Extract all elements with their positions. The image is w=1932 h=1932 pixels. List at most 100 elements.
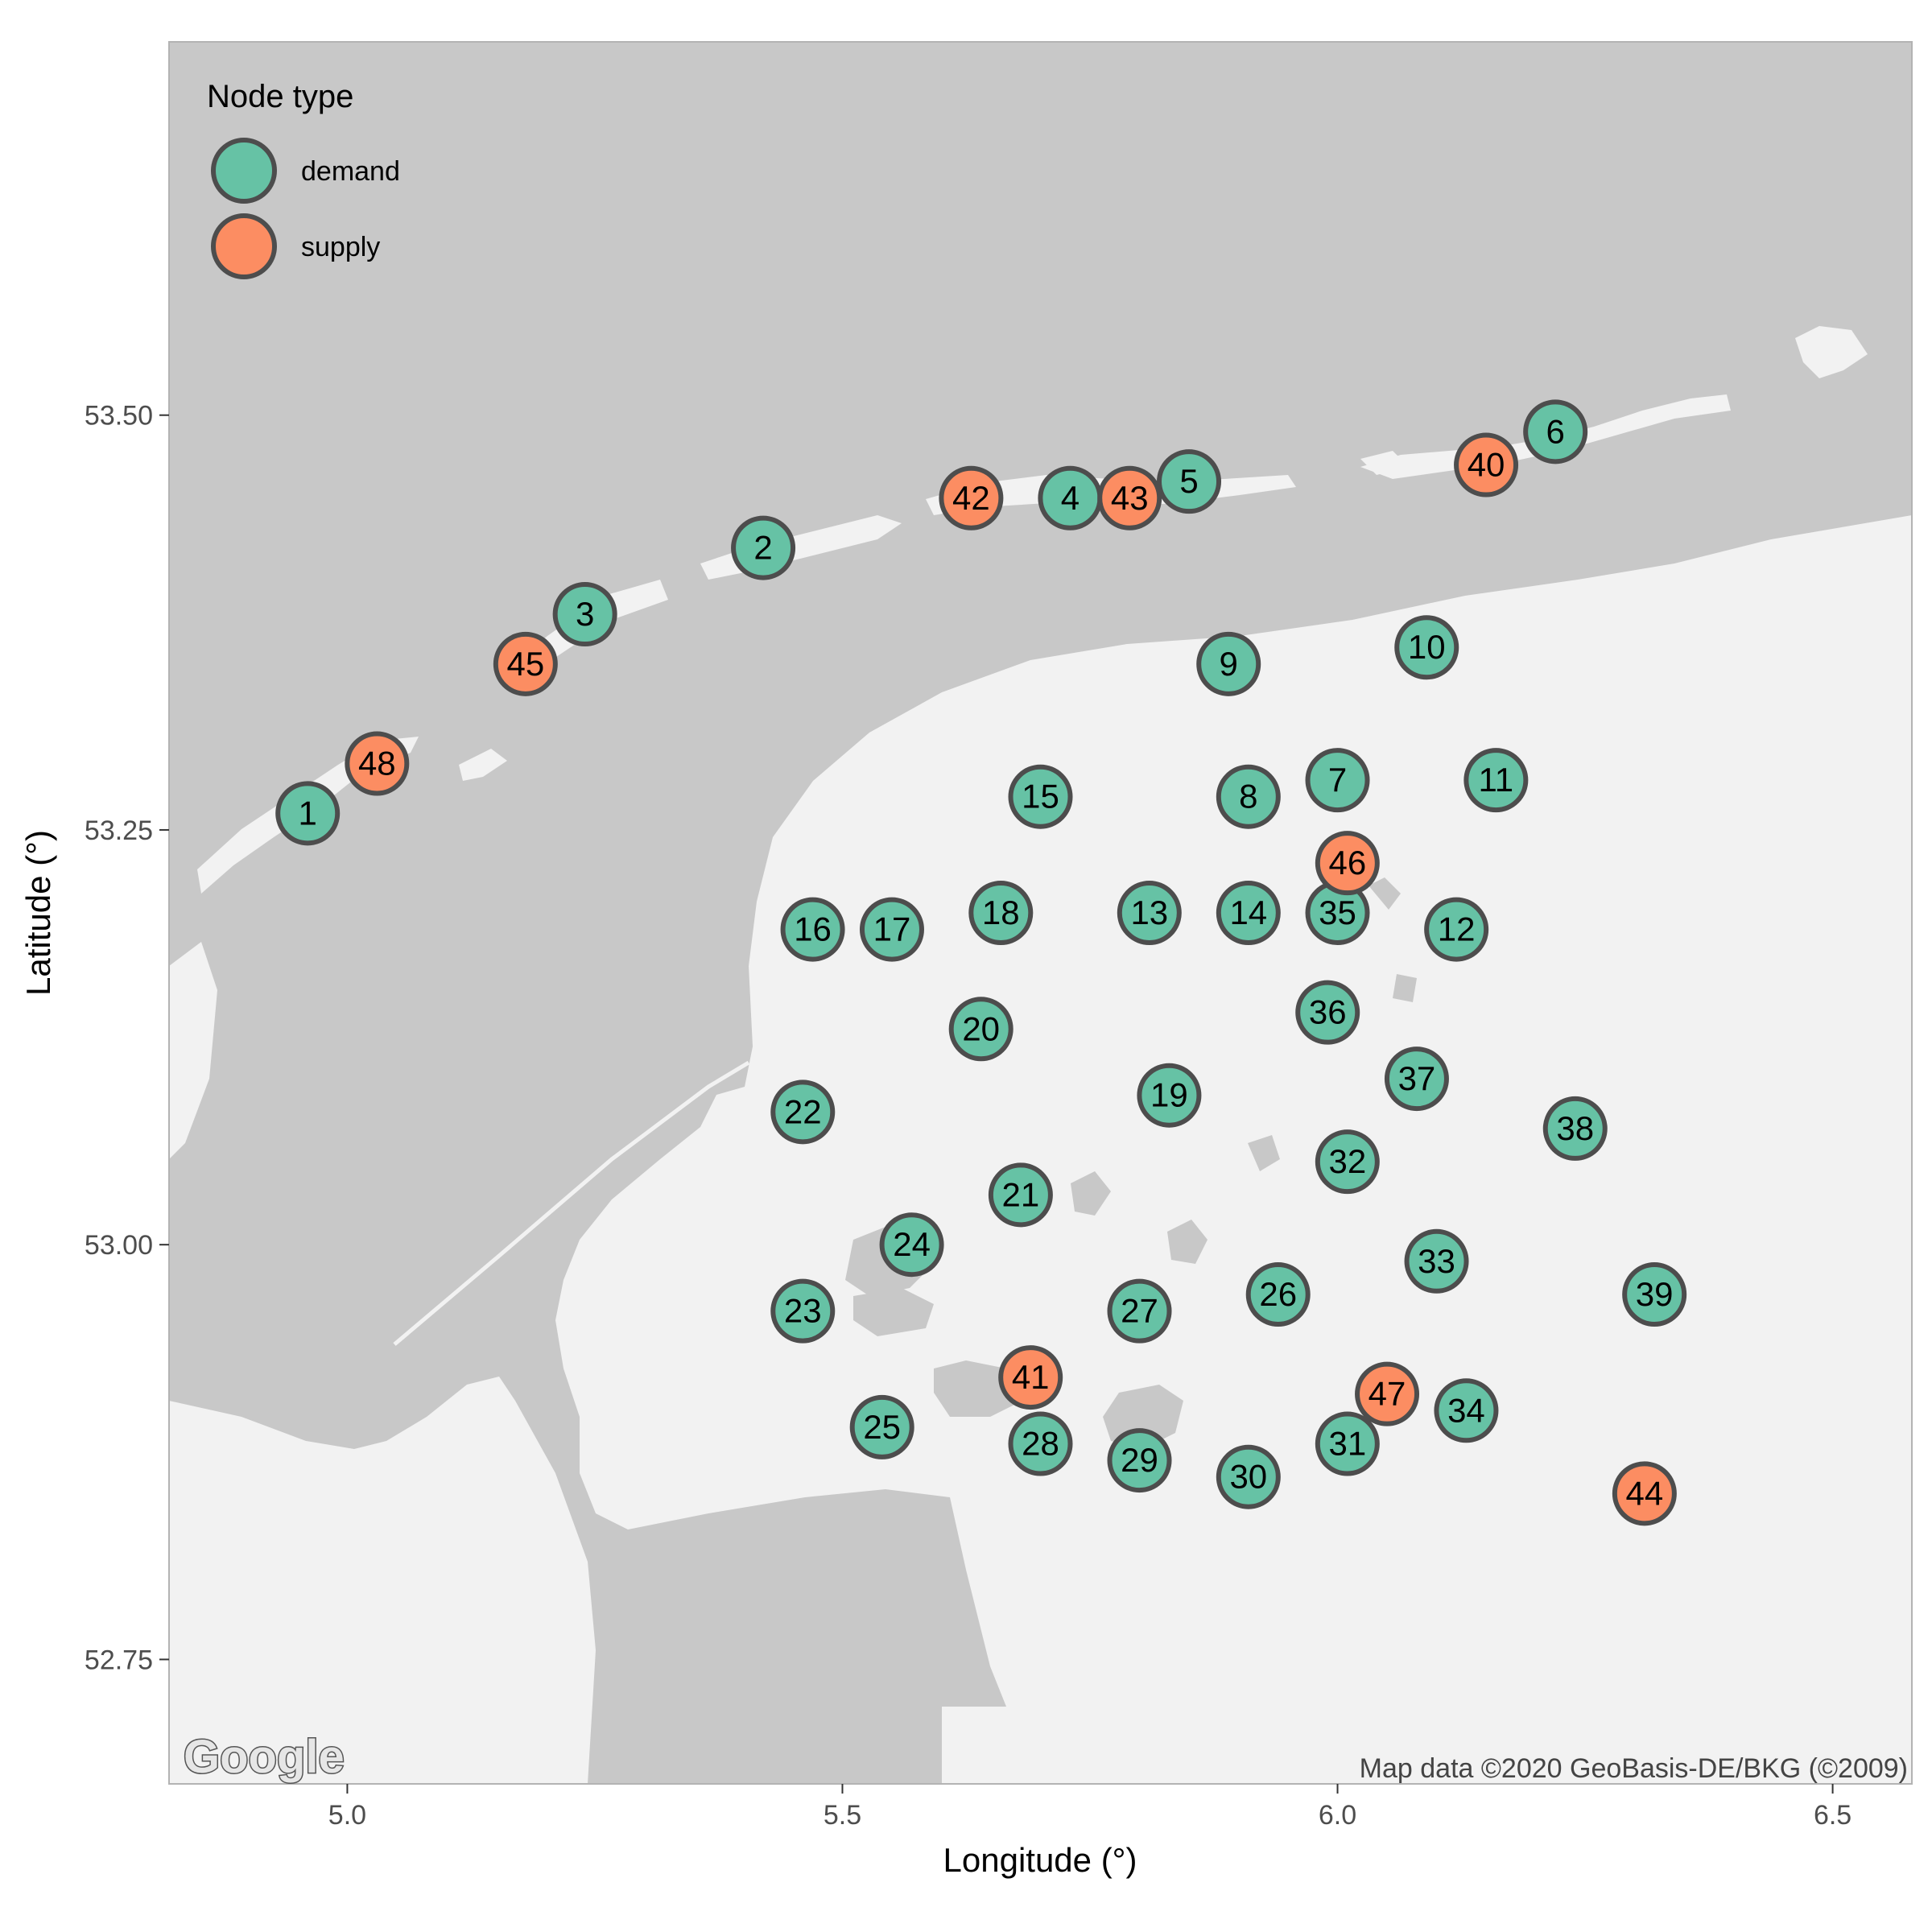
node-marker [1315, 831, 1380, 896]
node-demand-28[interactable]: 28 [1008, 1411, 1073, 1476]
node-marker [859, 897, 924, 962]
node-supply-41[interactable]: 41 [998, 1345, 1063, 1410]
map-panel[interactable] [169, 42, 1912, 1784]
x-axis-title: Longitude (°) [943, 1841, 1137, 1879]
node-demand-4[interactable]: 4 [1038, 465, 1103, 530]
node-marker [1295, 980, 1360, 1045]
node-demand-6[interactable]: 6 [1523, 399, 1588, 464]
node-marker [1216, 764, 1281, 829]
node-demand-14[interactable]: 14 [1216, 881, 1281, 945]
node-demand-25[interactable]: 25 [849, 1394, 914, 1459]
node-demand-36[interactable]: 36 [1295, 980, 1360, 1045]
node-marker [1394, 615, 1459, 680]
node-demand-1[interactable]: 1 [275, 781, 341, 846]
node-label: 12 [1438, 910, 1476, 948]
node-marker [1196, 631, 1261, 696]
node-demand-22[interactable]: 22 [770, 1080, 836, 1145]
node-demand-18[interactable]: 18 [968, 881, 1034, 945]
node-demand-13[interactable]: 13 [1117, 881, 1182, 945]
node-demand-10[interactable]: 10 [1394, 615, 1459, 680]
node-label: 32 [1328, 1142, 1366, 1180]
node-demand-8[interactable]: 8 [1216, 764, 1281, 829]
node-marker [1542, 1096, 1608, 1161]
node-demand-38[interactable]: 38 [1542, 1096, 1608, 1161]
y-tick-label: 53.50 [85, 401, 153, 431]
node-supply-42[interactable]: 42 [939, 465, 1004, 530]
node-supply-46[interactable]: 46 [1315, 831, 1380, 896]
node-label: 39 [1636, 1275, 1674, 1313]
node-marker [1305, 748, 1370, 813]
node-label: 7 [1328, 761, 1347, 799]
y-tick-label: 53.25 [85, 815, 153, 846]
node-marker [275, 781, 341, 846]
node-label: 44 [1626, 1474, 1664, 1512]
node-demand-19[interactable]: 19 [1137, 1063, 1202, 1128]
node-label: 15 [1022, 778, 1059, 815]
node-supply-48[interactable]: 48 [345, 731, 410, 796]
node-supply-40[interactable]: 40 [1454, 432, 1519, 497]
node-demand-27[interactable]: 27 [1107, 1278, 1172, 1344]
node-demand-17[interactable]: 17 [859, 897, 924, 962]
node-label: 10 [1408, 628, 1446, 666]
node-demand-29[interactable]: 29 [1107, 1428, 1172, 1493]
legend-key-demand [211, 138, 277, 204]
node-demand-2[interactable]: 2 [731, 515, 796, 580]
node-supply-44[interactable]: 44 [1612, 1461, 1677, 1526]
node-demand-5[interactable]: 5 [1157, 449, 1222, 514]
node-marker [939, 465, 1004, 530]
node-marker [770, 1278, 836, 1344]
node-demand-34[interactable]: 34 [1434, 1378, 1499, 1443]
x-tick-label: 5.5 [824, 1800, 861, 1831]
node-supply-47[interactable]: 47 [1355, 1361, 1420, 1426]
node-demand-11[interactable]: 11 [1463, 748, 1529, 813]
node-label: 14 [1229, 894, 1267, 931]
node-label: 45 [506, 645, 544, 683]
google-logo: Google [184, 1731, 345, 1783]
node-label: 1 [299, 794, 317, 832]
x-tick-label: 5.0 [328, 1800, 366, 1831]
node-marker [849, 1394, 914, 1459]
node-demand-33[interactable]: 33 [1404, 1228, 1469, 1294]
node-label: 41 [1012, 1358, 1050, 1396]
x-tick-label: 6.0 [1319, 1800, 1356, 1831]
node-demand-32[interactable]: 32 [1315, 1129, 1380, 1195]
node-demand-31[interactable]: 31 [1315, 1411, 1380, 1476]
node-label: 23 [784, 1292, 822, 1330]
island-schiermonnikoog [1360, 394, 1731, 479]
node-marker [1622, 1262, 1687, 1327]
x-axis: 5.0 5.5 6.0 6.5 [328, 1784, 1852, 1831]
node-demand-37[interactable]: 37 [1384, 1046, 1449, 1112]
node-demand-39[interactable]: 39 [1622, 1262, 1687, 1327]
legend-label-demand: demand [301, 156, 400, 187]
node-demand-24[interactable]: 24 [879, 1212, 944, 1278]
node-demand-15[interactable]: 15 [1008, 764, 1073, 829]
node-demand-3[interactable]: 3 [552, 582, 617, 647]
island-texel-islet [459, 749, 507, 781]
y-axis: 52.75 53.00 53.25 53.50 [85, 401, 169, 1675]
x-tick-label: 6.5 [1814, 1800, 1852, 1831]
node-label: 29 [1121, 1441, 1158, 1479]
node-supply-45[interactable]: 45 [493, 631, 558, 696]
node-marker [1355, 1361, 1420, 1426]
node-label: 30 [1229, 1458, 1267, 1496]
node-label: 46 [1328, 844, 1366, 881]
node-demand-30[interactable]: 30 [1216, 1444, 1281, 1509]
node-demand-20[interactable]: 20 [948, 997, 1013, 1062]
node-demand-23[interactable]: 23 [770, 1278, 836, 1344]
node-demand-16[interactable]: 16 [780, 897, 845, 962]
node-label: 24 [893, 1225, 931, 1263]
node-marker [1523, 399, 1588, 464]
node-demand-21[interactable]: 21 [988, 1162, 1053, 1228]
node-label: 18 [982, 894, 1020, 931]
node-marker [1157, 449, 1222, 514]
y-tick-label: 52.75 [85, 1645, 153, 1675]
node-demand-26[interactable]: 26 [1245, 1262, 1311, 1327]
node-demand-7[interactable]: 7 [1305, 748, 1370, 813]
node-marker [1424, 897, 1489, 962]
node-demand-9[interactable]: 9 [1196, 631, 1261, 696]
node-supply-43[interactable]: 43 [1097, 465, 1162, 530]
node-demand-12[interactable]: 12 [1424, 897, 1489, 962]
node-label: 25 [863, 1408, 901, 1446]
node-marker [1404, 1228, 1469, 1294]
